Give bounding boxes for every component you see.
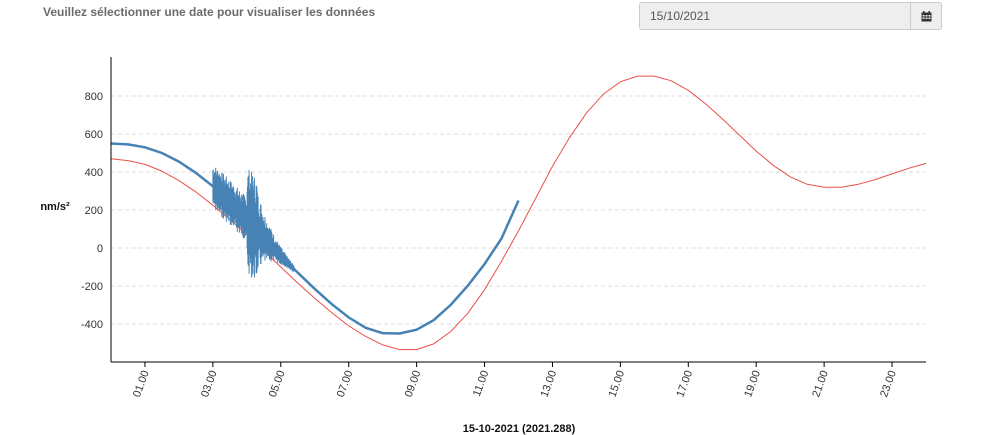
series-layer [110, 75, 927, 351]
y-tick-label: 400 [85, 167, 103, 179]
x-tick-label: 13.00 [539, 369, 560, 399]
x-tick-label: 05.00 [267, 369, 288, 399]
series-observed-line [110, 142, 520, 335]
x-tick-label: 01.00 [131, 369, 152, 399]
tick-labels: 800 600 400 200 0 -200 -400 01.00 03.00 05.00 07.0… [81, 91, 899, 399]
x-tick-label: 03.00 [199, 369, 220, 399]
y-tick-label: 800 [85, 91, 103, 103]
x-tick-label: 17.00 [674, 369, 695, 399]
x-tick-label: 21.00 [810, 369, 831, 399]
y-tick-label: -200 [81, 281, 103, 293]
date-input[interactable] [640, 3, 910, 29]
x-tick-label: 19.00 [742, 369, 763, 399]
y-tick-label: -400 [81, 319, 103, 331]
grid-lines [111, 95, 926, 325]
axes [110, 57, 926, 367]
x-tick-label: 11.00 [471, 369, 491, 398]
y-tick-label: 0 [97, 243, 103, 255]
date-picker[interactable] [639, 2, 942, 30]
x-tick-label: 15.00 [607, 369, 628, 399]
x-tick-label: 23.00 [878, 369, 899, 399]
y-tick-label: 600 [85, 129, 103, 141]
y-tick-label: 200 [85, 205, 103, 217]
calendar-button[interactable] [910, 3, 941, 29]
calendar-icon [921, 10, 931, 21]
x-tick-label: 07.00 [335, 369, 356, 399]
x-axis-label: 15-10-2021 (2021.288) [463, 423, 576, 435]
x-tick-label: 09.00 [403, 369, 424, 399]
seismic-noise [212, 167, 295, 278]
date-prompt: Veuillez sélectionner une date pour visu… [43, 5, 376, 19]
y-axis-label: nm/s² [40, 201, 70, 213]
